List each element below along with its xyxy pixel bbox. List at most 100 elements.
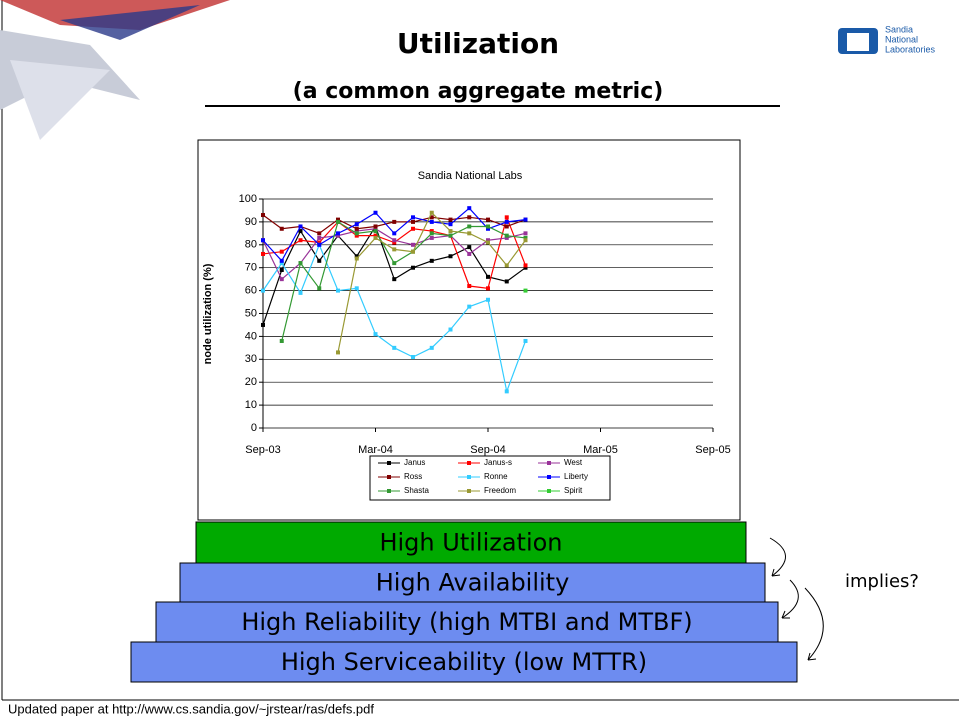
point	[467, 284, 471, 288]
point	[467, 305, 471, 309]
point	[411, 227, 415, 231]
point	[411, 220, 415, 224]
x-tick-label: Mar-05	[583, 444, 618, 456]
legend-marker	[547, 475, 551, 479]
chart-title: Sandia National Labs	[418, 170, 523, 182]
y-tick-label: 0	[251, 422, 257, 434]
point	[355, 231, 359, 235]
point	[280, 259, 284, 263]
y-tick-label: 20	[245, 376, 257, 388]
legend-label: Spirit	[564, 486, 583, 495]
point	[467, 245, 471, 249]
point	[299, 261, 303, 265]
point	[524, 238, 528, 242]
point	[486, 275, 490, 279]
point	[430, 346, 434, 350]
point	[317, 236, 321, 240]
point	[355, 286, 359, 290]
point	[392, 220, 396, 224]
point	[374, 236, 378, 240]
point	[524, 263, 528, 267]
pyramid-label: High Reliability (high MTBI and MTBF)	[241, 608, 692, 636]
point	[524, 339, 528, 343]
point	[524, 231, 528, 235]
point	[317, 259, 321, 263]
point	[374, 211, 378, 215]
point	[299, 291, 303, 295]
legend-marker	[467, 489, 471, 493]
point	[430, 211, 434, 215]
point	[467, 215, 471, 219]
point	[505, 389, 509, 393]
legend-label: Ross	[404, 472, 422, 481]
point	[355, 257, 359, 261]
point	[449, 234, 453, 238]
point	[261, 213, 265, 217]
point	[411, 250, 415, 254]
point	[486, 224, 490, 228]
legend-label: West	[564, 458, 583, 467]
star-decoration	[0, 0, 230, 140]
legend-label: Ronne	[484, 472, 508, 481]
x-tick-label: Sep-05	[695, 444, 730, 456]
point	[430, 220, 434, 224]
point	[317, 243, 321, 247]
logo-text: Sandia	[885, 24, 913, 34]
point	[299, 224, 303, 228]
point	[374, 229, 378, 233]
slide: Utilization (a common aggregate metric) …	[0, 0, 959, 720]
point	[280, 339, 284, 343]
legend-marker	[547, 461, 551, 465]
point	[261, 238, 265, 242]
point	[336, 220, 340, 224]
point	[411, 355, 415, 359]
point	[505, 220, 509, 224]
legend-label: Janus-s	[484, 458, 512, 467]
point	[467, 224, 471, 228]
point	[505, 279, 509, 283]
y-tick-label: 40	[245, 330, 257, 342]
pyramid-label: High Serviceability (low MTTR)	[281, 648, 647, 676]
logo-text: National	[885, 34, 918, 44]
y-tick-label: 90	[245, 216, 257, 228]
slide-subtitle: (a common aggregate metric)	[293, 79, 664, 104]
point	[430, 231, 434, 235]
point	[430, 259, 434, 263]
point	[317, 231, 321, 235]
legend-marker	[387, 475, 391, 479]
legend-marker	[387, 489, 391, 493]
legend-label: Freedom	[484, 486, 516, 495]
y-tick-label: 30	[245, 353, 257, 365]
y-tick-label: 100	[239, 193, 257, 205]
legend-marker	[547, 489, 551, 493]
point	[261, 289, 265, 293]
point	[449, 328, 453, 332]
point	[392, 238, 396, 242]
point	[449, 254, 453, 258]
legend-label: Janus	[404, 458, 425, 467]
point	[261, 252, 265, 256]
point	[392, 346, 396, 350]
point	[374, 224, 378, 228]
point	[411, 266, 415, 270]
point	[430, 236, 434, 240]
point	[280, 268, 284, 272]
legend-marker	[387, 461, 391, 465]
logo: Sandia National Laboratories	[838, 24, 936, 54]
point	[280, 277, 284, 281]
legend-marker	[467, 475, 471, 479]
point	[355, 227, 359, 231]
page: {"header": {"title": "Utilization", "sub…	[0, 0, 959, 720]
slide-title: Utilization	[397, 27, 559, 60]
point	[486, 218, 490, 222]
x-tick-label: Mar-04	[358, 444, 393, 456]
point	[336, 231, 340, 235]
pyramid-label: High Availability	[376, 569, 570, 597]
point	[449, 218, 453, 222]
point	[392, 261, 396, 265]
y-axis-label: node utilization (%)	[202, 263, 214, 364]
y-tick-label: 70	[245, 262, 257, 274]
legend-label: Shasta	[404, 486, 429, 495]
y-tick-label: 10	[245, 399, 257, 411]
